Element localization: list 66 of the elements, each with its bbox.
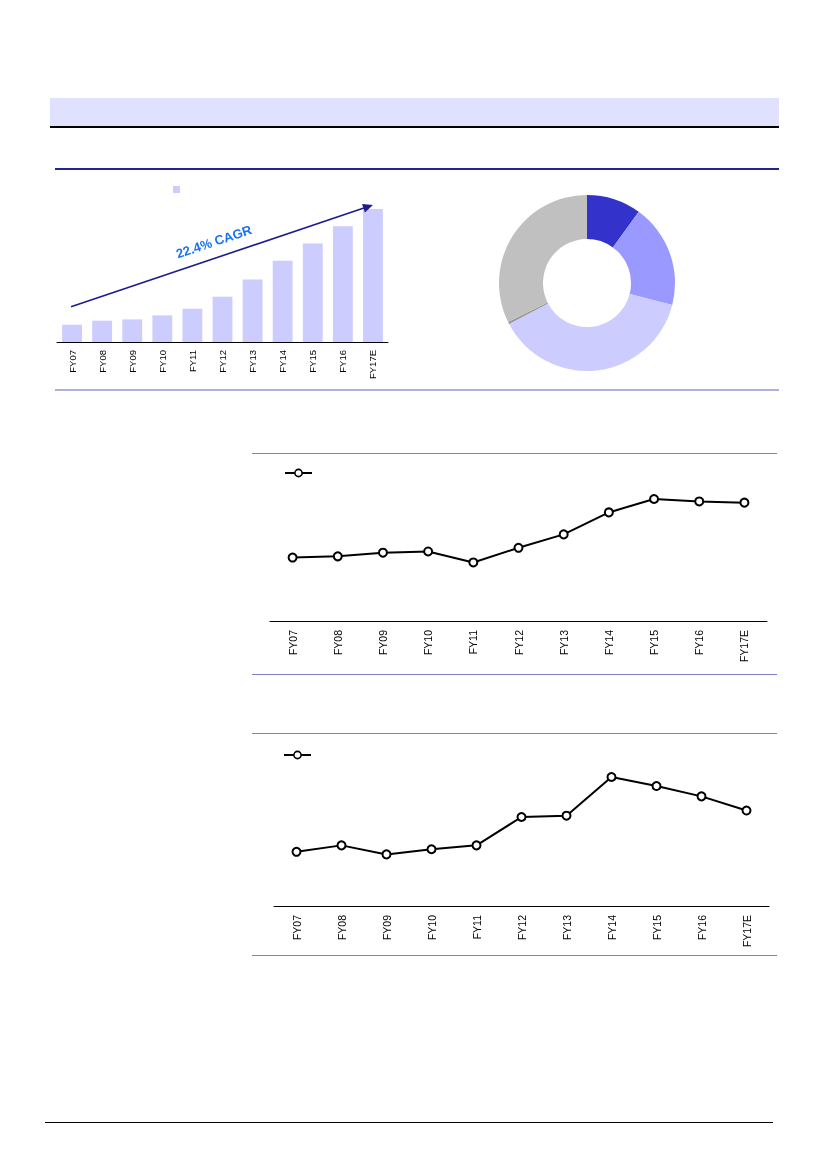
- x-tick-label: FY15: [307, 350, 319, 373]
- x-tick-label: FY08: [331, 629, 344, 656]
- x-tick-label: FY17E: [738, 630, 751, 663]
- point: [426, 844, 437, 855]
- point: [332, 551, 343, 562]
- bar: [242, 279, 263, 342]
- x-tick-label: FY09: [126, 350, 138, 373]
- point: [741, 805, 752, 816]
- x-tick-label: FY11: [186, 350, 198, 373]
- x-tick-label: FY12: [512, 629, 525, 656]
- point: [423, 546, 434, 557]
- point: [336, 840, 347, 851]
- x-tick-label: FY17E: [740, 915, 753, 948]
- point: [381, 849, 392, 860]
- x-tick-label: FY12: [515, 914, 528, 941]
- bar: [332, 226, 353, 342]
- x-tick-label: FY14: [277, 350, 289, 373]
- bar: [152, 315, 173, 342]
- x-tick-label: FY13: [557, 629, 570, 656]
- x-tick-label: FY09: [376, 629, 389, 656]
- bar: [212, 296, 233, 342]
- point: [558, 529, 569, 540]
- x-tick-label: FY13: [247, 350, 259, 373]
- x-tick-label: FY07: [290, 914, 303, 941]
- x-tick-label: FY07: [286, 629, 299, 656]
- point: [694, 496, 705, 507]
- x-tick-label: FY11: [467, 629, 480, 655]
- x-tick-label: FY16: [695, 914, 708, 941]
- point: [377, 547, 388, 558]
- bar: [92, 320, 113, 342]
- x-tick-label: FY17E: [367, 350, 379, 380]
- x-tick-label: FY07: [66, 350, 78, 373]
- x-tick-label: FY08: [96, 350, 108, 373]
- x-tick-label: FY12: [217, 350, 228, 373]
- point: [287, 552, 298, 563]
- bar: [122, 319, 143, 342]
- x-tick-label: FY08: [335, 914, 348, 941]
- x-tick-label: FY14: [605, 914, 618, 941]
- x-tick-label: FY10: [156, 350, 168, 373]
- x-tick-label: FY14: [602, 629, 615, 656]
- point: [468, 557, 479, 568]
- point: [561, 810, 572, 821]
- x-tick-label: FY15: [648, 629, 661, 656]
- x-tick-label: FY10: [422, 629, 435, 656]
- point: [516, 811, 527, 822]
- x-tick-label: FY13: [560, 914, 573, 941]
- point: [606, 772, 617, 782]
- x-tick-label: FY16: [693, 629, 706, 656]
- x-tick-label: FY15: [650, 914, 663, 941]
- bar: [62, 324, 82, 342]
- bar: [302, 243, 323, 342]
- point: [603, 507, 614, 518]
- point: [739, 497, 750, 508]
- bar: [182, 308, 203, 342]
- annotation: 22.4% CAGR: [174, 221, 255, 262]
- x-tick-label: FY16: [337, 350, 349, 373]
- x-tick-label: FY10: [425, 914, 438, 941]
- point: [291, 846, 302, 857]
- point: [471, 840, 482, 851]
- point: [513, 542, 524, 553]
- bar: [272, 260, 293, 342]
- x-tick-label: FY09: [380, 914, 393, 941]
- point: [651, 781, 662, 792]
- point: [696, 791, 707, 802]
- x-tick-label: FY11: [470, 914, 483, 940]
- point: [649, 494, 660, 504]
